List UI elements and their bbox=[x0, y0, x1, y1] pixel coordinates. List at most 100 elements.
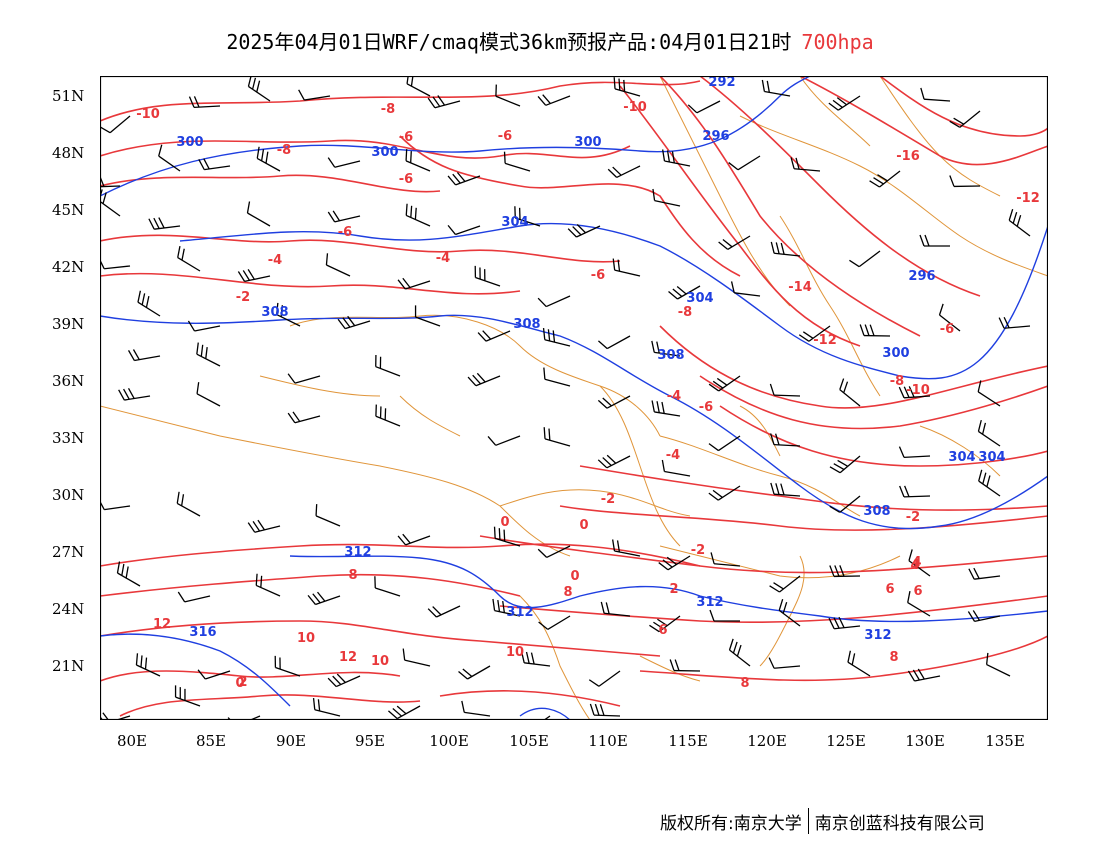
height-contour-line bbox=[100, 314, 1048, 530]
temperature-contour-label: -8 bbox=[381, 102, 395, 117]
temperature-contour-label: -6 bbox=[399, 130, 413, 145]
temperature-contour-line bbox=[479, 535, 1048, 574]
wind-barb bbox=[769, 433, 801, 447]
boundary-lines bbox=[100, 76, 1048, 720]
temperature-contour-label: 2 bbox=[669, 582, 678, 597]
longitude-label: 135E bbox=[985, 732, 1025, 750]
temperature-contour-label: 0 bbox=[579, 518, 588, 533]
wind-barb bbox=[538, 615, 571, 630]
wind-barb bbox=[652, 188, 681, 207]
height-contour-label: 316 bbox=[189, 625, 216, 640]
height-contour-label: 304 bbox=[501, 215, 528, 230]
temperature-contour-label: 10 bbox=[371, 654, 389, 669]
wind-barb bbox=[985, 652, 1011, 677]
wind-barb bbox=[307, 591, 341, 606]
wind-barb bbox=[176, 491, 201, 517]
temperature-contour-label: -10 bbox=[136, 107, 160, 122]
wind-barb bbox=[275, 302, 301, 327]
wind-barb bbox=[949, 175, 981, 188]
temperature-contour-label: -8 bbox=[678, 305, 692, 320]
wind-barb bbox=[247, 76, 271, 102]
wind-barb bbox=[768, 657, 801, 669]
wind-barb bbox=[908, 549, 931, 577]
temperature-contour-label: 8 bbox=[563, 585, 572, 600]
boundary-line bbox=[399, 395, 461, 437]
temperature-contour-label: -2 bbox=[906, 510, 920, 525]
wind-barb bbox=[237, 269, 271, 283]
wind-barb bbox=[520, 651, 551, 667]
wind-barb bbox=[375, 354, 401, 377]
wind-barb bbox=[312, 698, 341, 717]
longitude-label: 95E bbox=[354, 732, 386, 750]
wind-barb bbox=[327, 210, 361, 223]
temperature-contour-label: 0 bbox=[570, 569, 579, 584]
wind-barb bbox=[388, 705, 421, 720]
wind-barb bbox=[651, 400, 681, 417]
wind-barb bbox=[708, 375, 741, 392]
wind-barb bbox=[256, 146, 281, 172]
boundary-line bbox=[519, 595, 591, 720]
boundary-line bbox=[739, 115, 1048, 277]
wind-barb bbox=[769, 383, 801, 397]
temperature-contour-label: -6 bbox=[338, 225, 352, 240]
height-contour-label: 300 bbox=[574, 135, 601, 150]
latitude-label: 24N bbox=[52, 600, 85, 618]
height-contour-label: 296 bbox=[702, 129, 729, 144]
wind-barb bbox=[537, 295, 571, 308]
temperature-contour-label: -2 bbox=[691, 543, 705, 558]
wind-barb bbox=[374, 576, 401, 597]
boundary-line bbox=[879, 76, 1001, 197]
temperature-contour-label: -10 bbox=[906, 383, 930, 398]
pressure-level-label: 700hpa bbox=[801, 30, 874, 54]
temperature-contour-label: -6 bbox=[498, 129, 512, 144]
wind-barb bbox=[127, 349, 161, 362]
wind-barb bbox=[174, 685, 201, 707]
wind-barb bbox=[461, 700, 491, 717]
height-contour-label: 308 bbox=[863, 504, 890, 519]
height-contour-label: 312 bbox=[506, 605, 533, 620]
wind-barb bbox=[337, 315, 371, 330]
temperature-contour-label: 6 bbox=[658, 623, 667, 638]
wind-barb bbox=[907, 590, 931, 617]
temperature-contour-line bbox=[559, 505, 1048, 531]
wind-barb bbox=[458, 665, 491, 680]
wind-barb bbox=[427, 95, 461, 109]
latitude-label: 51N bbox=[52, 87, 85, 105]
wind-barb bbox=[196, 342, 221, 367]
wind-barb bbox=[859, 324, 891, 337]
latitude-label: 30N bbox=[52, 486, 85, 504]
latitude-label: 36N bbox=[52, 372, 85, 390]
boundary-line bbox=[799, 76, 871, 147]
wind-barb bbox=[158, 144, 181, 172]
height-contour-label: 300 bbox=[176, 135, 203, 150]
wind-barb bbox=[493, 526, 521, 547]
wind-barb bbox=[607, 165, 641, 178]
wind-barb bbox=[148, 217, 181, 230]
temperature-contour-line bbox=[499, 595, 1048, 624]
temperature-contour-line bbox=[100, 670, 401, 682]
temperature-contour-label: -6 bbox=[940, 322, 954, 337]
temperature-contour-label: 12 bbox=[153, 617, 171, 632]
wind-barb bbox=[919, 234, 950, 247]
wind-barb bbox=[543, 367, 571, 387]
longitude-label: 80E bbox=[116, 732, 148, 750]
temperature-contour-label: -2 bbox=[236, 290, 250, 305]
wind-barb bbox=[198, 158, 231, 171]
wind-barb bbox=[177, 591, 211, 603]
wind-barb bbox=[661, 459, 691, 477]
wind-barb bbox=[849, 250, 881, 268]
wind-barb bbox=[829, 455, 861, 474]
temperature-contour-line bbox=[659, 76, 921, 337]
wind-barb bbox=[467, 372, 501, 387]
copyright-company: 南京创蓝科技有限公司 bbox=[814, 813, 985, 834]
wind-barb bbox=[116, 561, 141, 587]
wind-barb bbox=[287, 373, 321, 384]
temperature-contour-label: -8 bbox=[277, 143, 291, 158]
temperature-contour-line bbox=[100, 234, 621, 263]
wind-barb bbox=[770, 482, 801, 497]
wind-barb bbox=[709, 609, 740, 622]
wind-barb bbox=[687, 100, 721, 114]
wind-barb bbox=[427, 605, 461, 618]
wind-barb bbox=[135, 653, 161, 677]
height-contour-label: 300 bbox=[882, 346, 909, 361]
